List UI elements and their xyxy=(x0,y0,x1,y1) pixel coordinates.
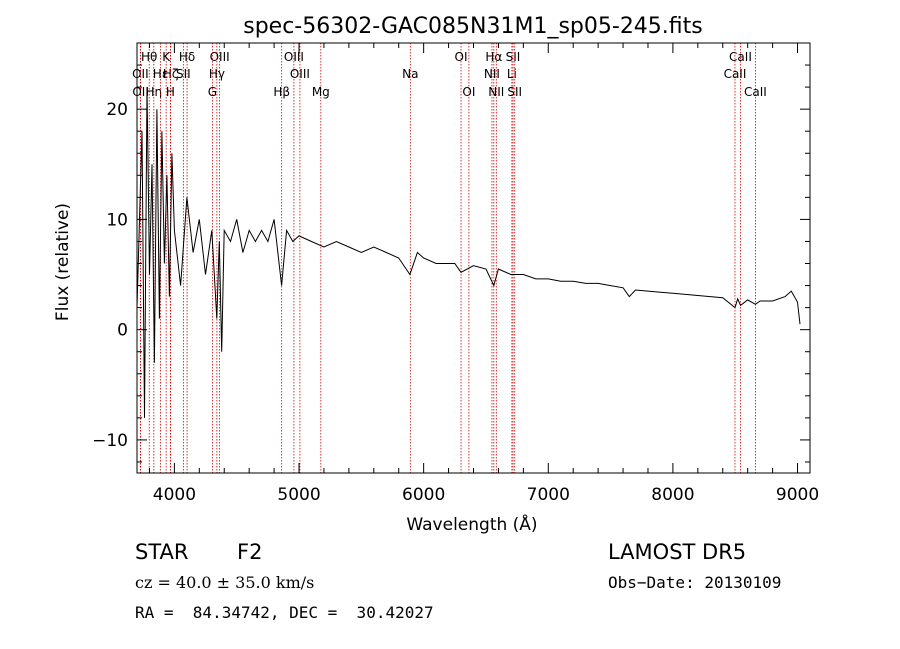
line-marker-label-6: K xyxy=(162,50,171,64)
line-marker-label-4: Hε xyxy=(153,67,169,81)
y-tick-label-3: 20 xyxy=(106,100,128,120)
x-tick-label-5: 9000 xyxy=(776,485,819,505)
spectrum-series-line xyxy=(136,87,801,418)
line-marker-label-9: SII xyxy=(176,67,191,81)
spectral-subclass: F2 xyxy=(237,540,263,564)
line-marker-label-11: Hγ xyxy=(209,67,225,81)
line-marker-label-14: OIII xyxy=(284,50,304,64)
line-marker-label-26: CaII xyxy=(729,50,752,64)
chart-title: spec-56302-GAC085N31M1_sp05-245.fits xyxy=(243,14,703,39)
line-marker-label-17: Na xyxy=(402,67,418,81)
line-marker-label-16: Mg xyxy=(312,85,330,99)
line-marker-label-8: Hδ xyxy=(179,50,195,64)
line-marker-label-15: OIII xyxy=(290,67,310,81)
x-tick-label-2: 6000 xyxy=(402,485,445,505)
y-axis-label: Flux (relative) xyxy=(53,203,73,321)
line-marker-label-25: SII xyxy=(507,85,522,99)
survey-name: LAMOST DR5 xyxy=(608,540,747,564)
line-marker-label-22: NII xyxy=(488,85,504,99)
y-tick-label-0: −10 xyxy=(92,431,128,451)
x-axis-label: Wavelength (Å) xyxy=(406,513,537,535)
plot-frame xyxy=(136,42,811,474)
line-marker-label-24: Li xyxy=(507,67,517,81)
line-marker-label-27: CaII xyxy=(724,67,747,81)
line-marker-label-12: G xyxy=(208,85,217,99)
line-marker-label-23: SII xyxy=(506,50,521,64)
redshift-cz: cz = 40.0 ± 35.0 km/s xyxy=(135,573,315,592)
line-marker-label-10: OIII xyxy=(210,50,230,64)
line-marker-label-19: OI xyxy=(462,85,475,99)
object-type: STAR xyxy=(135,540,189,564)
line-marker-label-2: OII xyxy=(132,85,149,99)
y-tick-label-2: 10 xyxy=(106,210,128,230)
y-tick-label-1: 0 xyxy=(117,321,128,341)
axis-tick-group: 4000 5000 6000 7000 8000 9000 −10 0 10 20 xyxy=(92,42,819,505)
x-tick-label-3: 7000 xyxy=(527,485,570,505)
line-marker-label-21: NII xyxy=(484,67,500,81)
line-marker-label-20: Hα xyxy=(485,50,502,64)
observation-date: Obs−Date: 20130109 xyxy=(608,573,782,592)
line-marker-label-7: H xyxy=(166,85,175,99)
x-tick-label-1: 5000 xyxy=(277,485,320,505)
line-marker-label-13: Hβ xyxy=(273,85,290,99)
coordinates: RA = 84.34742, DEC = 30.42027 xyxy=(135,603,434,622)
line-marker-label-3: Hη xyxy=(146,85,163,99)
line-marker-label-28: CaII xyxy=(744,85,767,99)
x-tick-label-4: 8000 xyxy=(651,485,694,505)
line-marker-label-0: Hθ xyxy=(141,50,157,64)
line-marker-label-18: OI xyxy=(455,50,468,64)
x-tick-label-0: 4000 xyxy=(153,485,196,505)
